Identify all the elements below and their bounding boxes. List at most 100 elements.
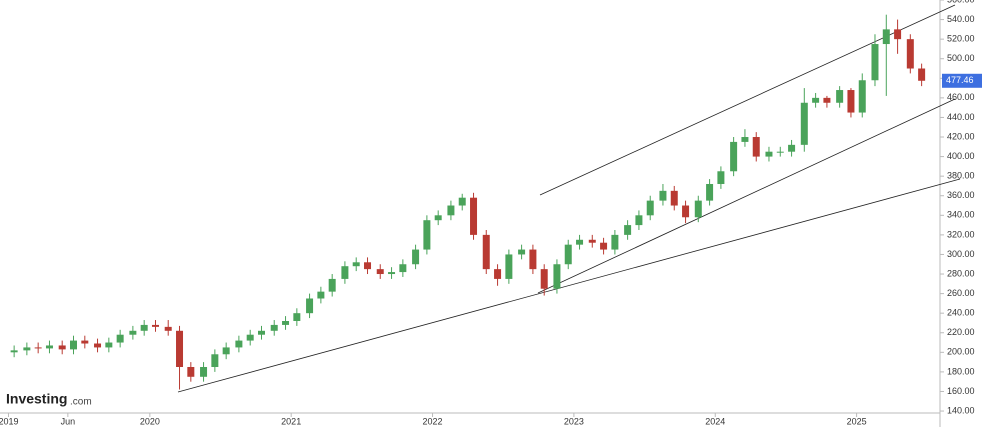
y-tick-label: 200.00 <box>947 347 975 357</box>
candle-body <box>129 330 137 335</box>
candle-body <box>823 97 831 103</box>
y-tick-label: 260.00 <box>947 288 975 298</box>
candle-body <box>341 266 349 279</box>
candle-body <box>788 144 796 152</box>
candle-body <box>871 44 879 81</box>
y-tick-label: 440.00 <box>947 112 975 122</box>
candle-body <box>388 272 396 275</box>
trend-line <box>537 98 956 294</box>
trend-line <box>539 4 956 196</box>
x-tick-label: 2020 <box>140 416 160 426</box>
candle-body <box>376 269 384 275</box>
candle-body <box>23 347 31 351</box>
candle-body <box>529 249 537 270</box>
trend-line <box>177 178 961 393</box>
candle-body <box>282 321 290 325</box>
candle-body <box>140 324 148 331</box>
candle-body <box>800 102 808 145</box>
candle-body <box>45 345 53 349</box>
candle-body <box>505 254 513 279</box>
candle-body <box>81 340 89 344</box>
candle-body <box>258 330 266 335</box>
last-price-box <box>942 73 982 88</box>
candle-body <box>58 345 66 350</box>
candle-body <box>812 97 820 103</box>
candle-body <box>399 264 407 273</box>
y-tick-label: 540.00 <box>947 14 975 24</box>
candle-body <box>588 239 596 243</box>
y-tick-label: 340.00 <box>947 210 975 220</box>
y-tick-label: 180.00 <box>947 366 975 376</box>
x-tick-label: 2024 <box>705 416 725 426</box>
y-tick-label: 220.00 <box>947 327 975 337</box>
candle-body <box>176 330 184 368</box>
candle-body <box>682 205 690 218</box>
x-tick-label: 2021 <box>281 416 301 426</box>
candle-body <box>211 354 219 368</box>
y-tick-label: 380.00 <box>947 171 975 181</box>
candle-body <box>423 220 431 250</box>
candle-body <box>200 367 208 377</box>
candle-body <box>694 200 702 218</box>
x-tick-label: 2025 <box>847 416 867 426</box>
candle-body <box>364 262 372 270</box>
y-tick-label: 280.00 <box>947 268 975 278</box>
candle-body <box>611 234 619 250</box>
candle-body <box>151 324 159 327</box>
candle-body <box>659 190 667 201</box>
y-tick-label: 520.00 <box>947 34 975 44</box>
x-tick-label: Jun <box>61 416 76 426</box>
candle-body <box>470 197 478 235</box>
candle-body <box>730 141 738 172</box>
candle-body <box>70 340 78 350</box>
candle-body <box>94 343 102 348</box>
candle-body <box>34 347 42 349</box>
candle-body <box>882 29 890 45</box>
candle-body <box>116 334 124 343</box>
candle-body <box>752 137 760 157</box>
last-price-label: 477.46 <box>946 75 974 85</box>
candle-body <box>776 151 784 153</box>
candle-body <box>458 197 466 206</box>
candle-body <box>624 225 632 235</box>
y-tick-label: 460.00 <box>947 92 975 102</box>
candle-body <box>235 340 243 348</box>
x-tick-label: 2022 <box>423 416 443 426</box>
candle-body <box>858 80 866 113</box>
y-tick-label: 500.00 <box>947 53 975 63</box>
candle-body <box>564 244 572 265</box>
candle-body <box>246 334 254 341</box>
candle-body <box>518 249 526 255</box>
candle-body <box>494 269 502 279</box>
candle-body <box>447 205 455 216</box>
candle-body <box>222 347 230 355</box>
candle-body <box>894 29 902 40</box>
candle-body <box>706 183 714 201</box>
candle-body <box>317 291 325 299</box>
candle-body <box>105 342 113 348</box>
candle-body <box>270 324 278 331</box>
y-tick-label: 560.00 <box>947 0 975 4</box>
candle-body <box>635 215 643 226</box>
y-tick-label: 160.00 <box>947 386 975 396</box>
y-tick-label: 300.00 <box>947 249 975 259</box>
candle-body <box>187 367 195 377</box>
candle-body <box>293 313 301 322</box>
brand-suffix: .com <box>70 397 92 408</box>
candle-body <box>918 68 926 81</box>
candle-body <box>482 234 490 270</box>
brand-name: Investing <box>6 391 67 407</box>
y-tick-label: 240.00 <box>947 308 975 318</box>
candle-body <box>906 39 914 69</box>
candle-body <box>328 278 336 292</box>
candle-body <box>717 171 725 184</box>
candle-body <box>352 262 360 267</box>
candle-body <box>670 190 678 206</box>
candle-body <box>10 350 18 353</box>
candle-body <box>600 242 608 250</box>
y-tick-label: 360.00 <box>947 190 975 200</box>
x-tick-label: 2019 <box>0 416 18 426</box>
candle-body <box>765 151 773 157</box>
candle-body <box>540 269 548 289</box>
